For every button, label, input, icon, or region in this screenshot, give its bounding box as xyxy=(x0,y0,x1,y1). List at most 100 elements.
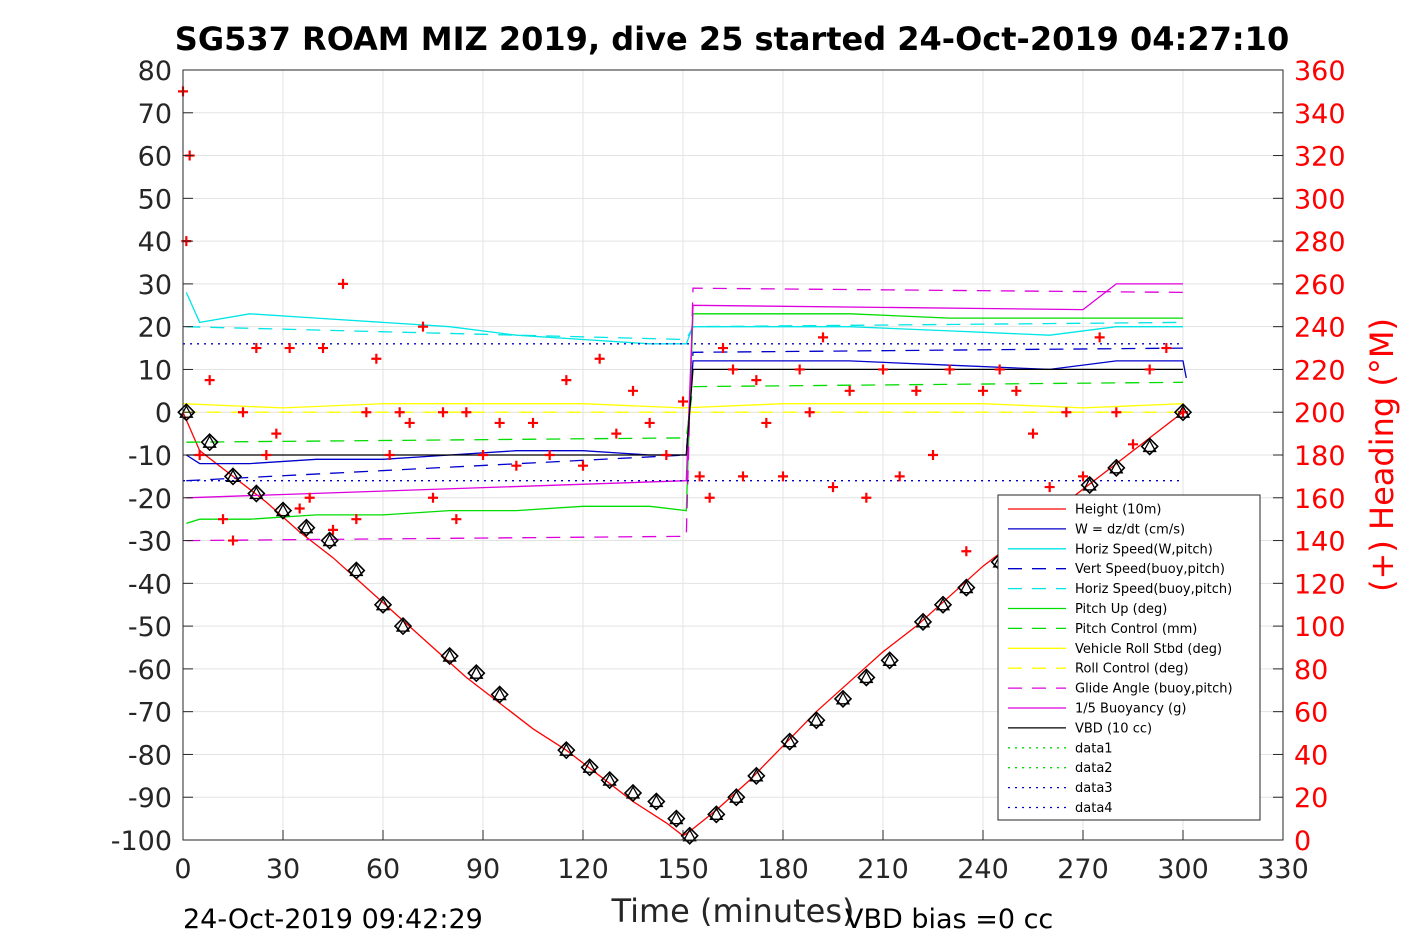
heading-point xyxy=(878,364,888,375)
heading-point xyxy=(461,407,472,418)
depth-marker-triangle xyxy=(1082,477,1097,491)
heading-point xyxy=(994,364,1005,375)
depth-marker xyxy=(580,758,599,777)
depth-marker xyxy=(297,518,316,537)
y-tick-label: 50 xyxy=(138,184,172,215)
depth-marker-triangle xyxy=(442,648,457,662)
y-right-tick-label: 0 xyxy=(1294,826,1311,857)
heading-point xyxy=(1011,385,1022,396)
depth-marker-triangle xyxy=(582,759,597,773)
x-tick-label: 210 xyxy=(857,854,909,885)
footer-vbd-bias: VBD bias =0 cc xyxy=(845,904,1053,935)
footer-timestamp: 24-Oct-2019 09:42:29 xyxy=(183,904,483,935)
depth-marker xyxy=(273,501,293,520)
heading-point xyxy=(1078,471,1088,482)
heading-point xyxy=(511,460,522,471)
heading-point xyxy=(1044,482,1055,493)
heading-point xyxy=(494,417,505,428)
depth-marker-triangle xyxy=(809,712,824,726)
legend-label: Horiz Speed(W,pitch) xyxy=(1075,542,1213,557)
depth-marker xyxy=(373,595,393,614)
legend-label: data1 xyxy=(1075,741,1113,756)
legend-label: Height (10m) xyxy=(1075,503,1161,518)
heading-point xyxy=(338,278,348,289)
heading-point xyxy=(818,332,828,343)
heading-point xyxy=(804,407,815,418)
depth-markers xyxy=(177,403,1193,845)
depth-marker-triangle xyxy=(1175,404,1191,418)
depth-marker xyxy=(467,664,486,683)
y-right-tick-label: 140 xyxy=(1294,527,1346,558)
heading-point xyxy=(761,417,772,428)
depth-marker xyxy=(1080,475,1099,495)
depth-marker-triangle xyxy=(625,785,641,799)
y-right-tick-label: 300 xyxy=(1294,184,1346,215)
x-tick-label: 30 xyxy=(266,854,300,885)
depth-marker xyxy=(913,612,933,631)
depth-marker-triangle xyxy=(602,772,617,786)
series-line-2 xyxy=(185,292,1183,345)
legend: Height (10m) W = dz/dt (cm/s) Horiz Speed(… xyxy=(997,494,1261,821)
depth-marker-triangle xyxy=(882,652,897,666)
heading-markers xyxy=(178,86,1188,557)
x-tick-label: 60 xyxy=(366,854,400,885)
x-tick-label: 240 xyxy=(957,854,1009,885)
heading-point xyxy=(1094,332,1105,343)
heading-point xyxy=(294,503,305,514)
depth-marker xyxy=(490,685,509,704)
heading-point xyxy=(238,407,248,418)
heading-point xyxy=(928,450,938,460)
heading-point xyxy=(1144,364,1155,375)
series-line-4 xyxy=(186,321,1184,341)
depth-marker xyxy=(393,616,413,636)
y-right-tick-label: 100 xyxy=(1294,612,1346,643)
depth-marker xyxy=(833,689,853,708)
depth-marker xyxy=(600,770,619,790)
y-tick-label: -90 xyxy=(128,783,172,814)
heading-point xyxy=(438,407,448,418)
heading-point xyxy=(218,514,228,525)
depth-marker xyxy=(667,809,686,828)
depth-marker xyxy=(647,792,666,811)
x-tick-label: 90 xyxy=(466,854,500,885)
depth-marker-triangle xyxy=(835,691,851,705)
depth-marker-triangle xyxy=(349,563,364,577)
heading-point xyxy=(718,343,728,354)
y-right-tick-label: 340 xyxy=(1294,99,1346,130)
heading-point xyxy=(661,450,672,460)
depth-marker-triangle xyxy=(669,811,684,825)
ticks: 0 30 60 90 120 150 180 210 240 270 300 330807060504… xyxy=(111,56,1346,885)
x-axis-label: Time (minutes) xyxy=(611,892,855,930)
y-tick-label: 10 xyxy=(138,355,172,386)
legend-label: Glide Angle (buoy,pitch) xyxy=(1075,682,1233,697)
heading-point xyxy=(304,492,315,503)
heading-point xyxy=(284,343,295,354)
heading-point xyxy=(271,428,282,439)
depth-marker xyxy=(747,766,766,785)
y-tick-label: 30 xyxy=(138,270,172,301)
depth-marker-triangle xyxy=(559,742,574,756)
heading-point xyxy=(261,450,272,460)
y-right-tick-label: 220 xyxy=(1294,355,1346,386)
depth-marker-triangle xyxy=(859,670,874,684)
depth-marker xyxy=(623,783,643,803)
x-tick-label: 270 xyxy=(1057,854,1109,885)
heading-point xyxy=(1128,439,1138,450)
depth-marker xyxy=(347,561,366,580)
depth-marker xyxy=(957,578,976,597)
heading-point xyxy=(828,482,838,493)
heading-point xyxy=(428,492,438,503)
depth-marker xyxy=(807,711,826,730)
y-right-tick-label: 60 xyxy=(1294,698,1328,729)
series-line-10 xyxy=(186,283,1183,499)
x-tick-label: 300 xyxy=(1157,854,1209,885)
legend-label: data2 xyxy=(1075,761,1113,776)
legend-label: Vert Speed(buoy,pitch) xyxy=(1075,562,1225,577)
heading-point xyxy=(778,471,788,482)
x-tick-label: 150 xyxy=(657,854,709,885)
y-right-tick-label: 320 xyxy=(1294,142,1346,173)
depth-marker-triangle xyxy=(935,597,951,611)
heading-point xyxy=(251,343,262,354)
heading-point xyxy=(194,450,205,460)
heading-point xyxy=(204,375,215,386)
